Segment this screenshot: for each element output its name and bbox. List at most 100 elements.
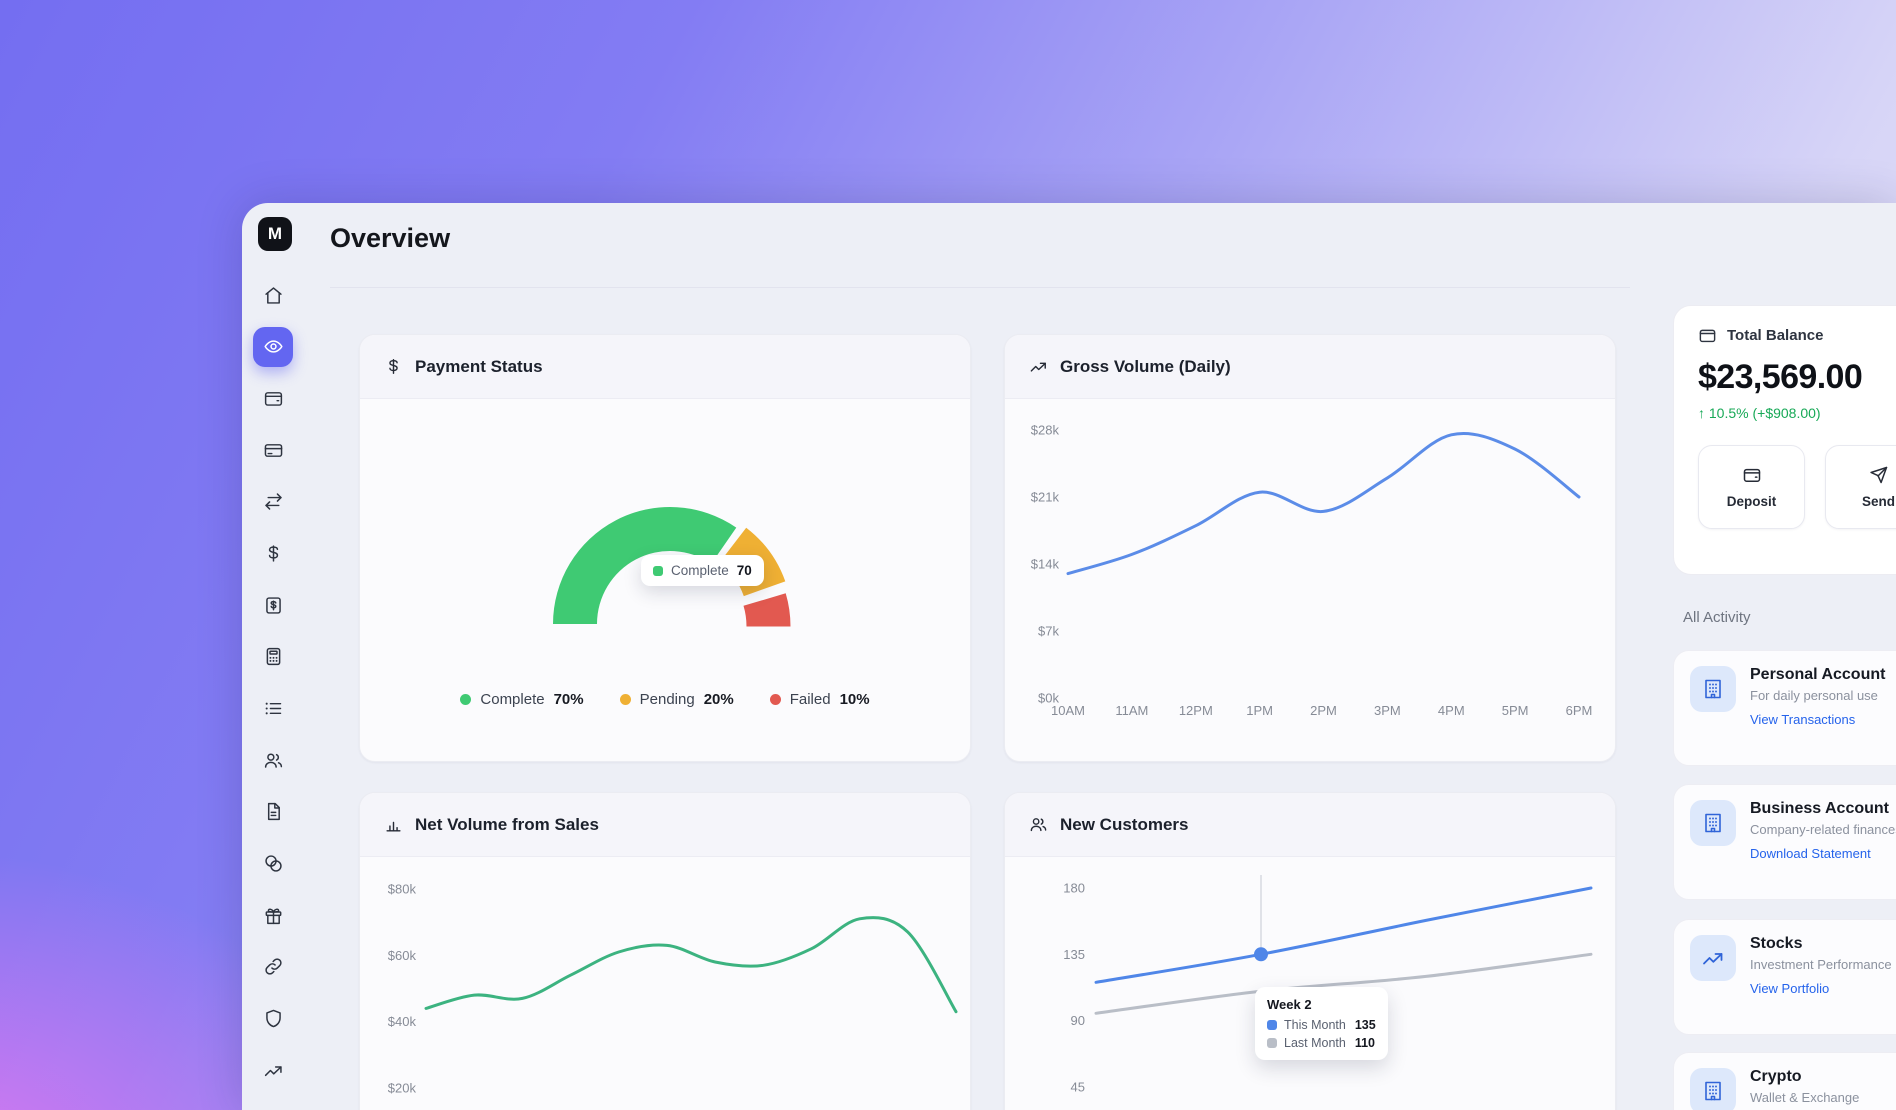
payment-status-header: Payment Status	[360, 335, 970, 399]
legend-value: 10%	[839, 691, 870, 708]
activity-item-text: Personal Account For daily personal use …	[1750, 666, 1885, 750]
svg-text:$20k: $20k	[388, 1081, 417, 1096]
legend-item-complete: Complete 70%	[460, 691, 584, 708]
activity-link[interactable]: Download Statement	[1750, 846, 1871, 861]
svg-text:5PM: 5PM	[1502, 703, 1529, 718]
bank-building-icon	[1690, 1068, 1736, 1110]
net-volume-header: Net Volume from Sales	[360, 793, 970, 857]
sidebar-item-cards[interactable]	[253, 430, 293, 470]
total-balance-label: Total Balance	[1727, 327, 1824, 344]
svg-text:6PM: 6PM	[1566, 703, 1593, 718]
sidebar-item-transactions[interactable]	[253, 689, 293, 729]
all-activity-header: All Activity	[1683, 609, 1751, 626]
sidebar-item-accounting[interactable]	[253, 637, 293, 677]
this-month-swatch	[1267, 1020, 1277, 1030]
new-customers-line-chart: 180 135 90 45	[1063, 875, 1593, 1095]
sidebar-item-customers[interactable]	[253, 740, 293, 780]
activity-item-stocks[interactable]: Stocks Investment Performance View Portf…	[1673, 919, 1896, 1035]
svg-text:45: 45	[1071, 1080, 1085, 1095]
last-month-swatch	[1267, 1038, 1277, 1048]
complete-dot	[460, 694, 472, 705]
sidebar-item-wallet[interactable]	[253, 378, 293, 418]
activity-subtitle: Company-related finances	[1750, 822, 1896, 837]
app-logo-letter: M	[267, 224, 283, 243]
gift-icon	[265, 908, 281, 924]
card-title: New Customers	[1060, 814, 1189, 834]
sidebar-item-transfers[interactable]	[253, 482, 293, 522]
sidebar-item-invoices[interactable]	[253, 585, 293, 625]
sidebar-item-tokens[interactable]	[253, 844, 293, 884]
list-icon	[265, 702, 281, 715]
payment-status-body: Complete 70 Complete 70% Pending 20% Fai…	[360, 399, 970, 761]
activity-item-text: Crypto Wallet & Exchange	[1750, 1068, 1859, 1110]
sidebar-item-security[interactable]	[253, 999, 293, 1039]
legend-label: Complete	[480, 691, 545, 708]
trending-up-icon	[1690, 935, 1736, 981]
tooltip-label: Last Month	[1284, 1036, 1346, 1050]
sidebar-item-overview[interactable]	[253, 326, 293, 367]
page-title: Overview	[330, 223, 451, 253]
activity-link[interactable]: View Transactions	[1750, 712, 1856, 727]
svg-text:12PM: 12PM	[1179, 703, 1213, 718]
deposit-button-label: Deposit	[1726, 494, 1777, 509]
send-button[interactable]: Send	[1825, 445, 1896, 529]
sidebar-item-home[interactable]	[253, 275, 293, 315]
svg-text:2PM: 2PM	[1310, 703, 1337, 718]
gauge-tooltip-value: 70	[736, 563, 752, 578]
activity-link[interactable]: View Portfolio	[1750, 981, 1830, 996]
link-icon	[264, 958, 282, 976]
app-window: M Overview Payment Status Complete	[242, 203, 1896, 1110]
dollar-icon	[389, 359, 398, 374]
sidebar-item-analytics[interactable]	[253, 1050, 293, 1090]
activity-item-text: Business Account Company-related finance…	[1750, 800, 1896, 884]
legend-label: Failed	[789, 691, 831, 708]
total-balance-label-row: Total Balance	[1698, 326, 1896, 345]
wallet-icon	[264, 391, 282, 406]
gauge-legend: Complete 70% Pending 20% Failed 10%	[360, 691, 970, 708]
tooltip-row-this-month: This Month 135	[1267, 1018, 1376, 1032]
sidebar-item-rewards[interactable]	[253, 895, 293, 935]
svg-text:180: 180	[1063, 881, 1085, 896]
customers-tooltip: Week 2 This Month 135 Last Month 110	[1255, 987, 1388, 1060]
svg-text:$80k: $80k	[388, 882, 417, 897]
failed-dot	[769, 694, 781, 705]
legend-value: 70%	[553, 691, 584, 708]
svg-text:$40k: $40k	[388, 1014, 417, 1029]
users-icon	[1030, 818, 1047, 832]
svg-text:90: 90	[1071, 1013, 1085, 1028]
svg-text:4PM: 4PM	[1438, 703, 1465, 718]
gross-volume-card: Gross Volume (Daily) $28k $21k $14k $7k $0k 1…	[1004, 334, 1616, 762]
app-logo[interactable]: M	[258, 217, 292, 251]
sidebar-item-integrations[interactable]	[253, 947, 293, 987]
legend-label: Pending	[639, 691, 695, 708]
send-icon	[1869, 466, 1887, 484]
customers-tooltip-title: Week 2	[1267, 997, 1312, 1012]
activity-subtitle: Investment Performance	[1750, 957, 1892, 972]
send-button-label: Send	[1861, 494, 1895, 509]
activity-item-business-account[interactable]: Business Account Company-related finance…	[1673, 784, 1896, 900]
svg-text:135: 135	[1063, 947, 1085, 962]
pending-dot	[619, 694, 631, 705]
total-balance-amount: $23,569.00	[1698, 358, 1863, 396]
svg-text:10AM: 10AM	[1051, 703, 1085, 718]
sidebar-item-documents[interactable]	[253, 792, 293, 832]
calculator-icon	[266, 648, 280, 666]
activity-item-crypto[interactable]: Crypto Wallet & Exchange	[1673, 1052, 1896, 1110]
trending-up-icon	[1030, 362, 1046, 372]
sidebar-item-products[interactable]	[253, 1102, 293, 1110]
gauge-tooltip: Complete 70	[641, 555, 764, 586]
svg-text:$28k: $28k	[1031, 423, 1060, 438]
card-title: Gross Volume (Daily)	[1060, 356, 1231, 376]
deposit-button[interactable]: Deposit	[1698, 445, 1805, 529]
sidebar-item-payments[interactable]	[253, 533, 293, 573]
card-title: Payment Status	[415, 356, 543, 376]
activity-item-personal-account[interactable]: Personal Account For daily personal use …	[1673, 650, 1896, 766]
activity-title: Crypto	[1750, 1068, 1802, 1085]
payment-status-card: Payment Status Complete 70 Complete 70% …	[359, 334, 971, 762]
total-balance-change: ↑ 10.5% (+$908.00)	[1698, 405, 1821, 421]
deposit-wallet-icon	[1743, 468, 1760, 482]
new-customers-header: New Customers	[1005, 793, 1615, 857]
home-icon	[264, 286, 282, 304]
activity-subtitle: Wallet & Exchange	[1750, 1090, 1860, 1105]
